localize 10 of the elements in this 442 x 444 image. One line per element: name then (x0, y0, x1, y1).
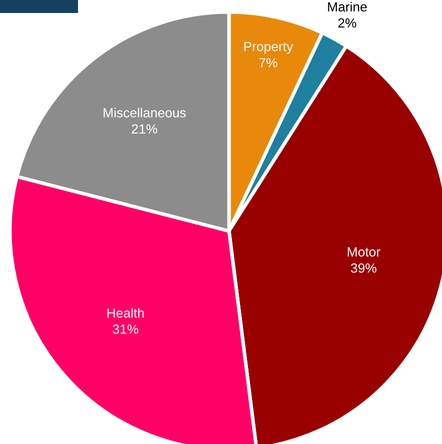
slice-label: Motor (348, 247, 380, 257)
data-label: 2% (338, 18, 356, 28)
data-label: 21% (132, 124, 158, 134)
slice-label: Marine (328, 2, 367, 12)
slice-label: Miscellaneous (104, 108, 186, 118)
data-label: 39% (350, 263, 376, 273)
slice-label: Health (108, 308, 144, 318)
data-label: 31% (112, 324, 138, 334)
slice-label: Property (244, 42, 294, 54)
data-label: 7% (259, 58, 278, 68)
